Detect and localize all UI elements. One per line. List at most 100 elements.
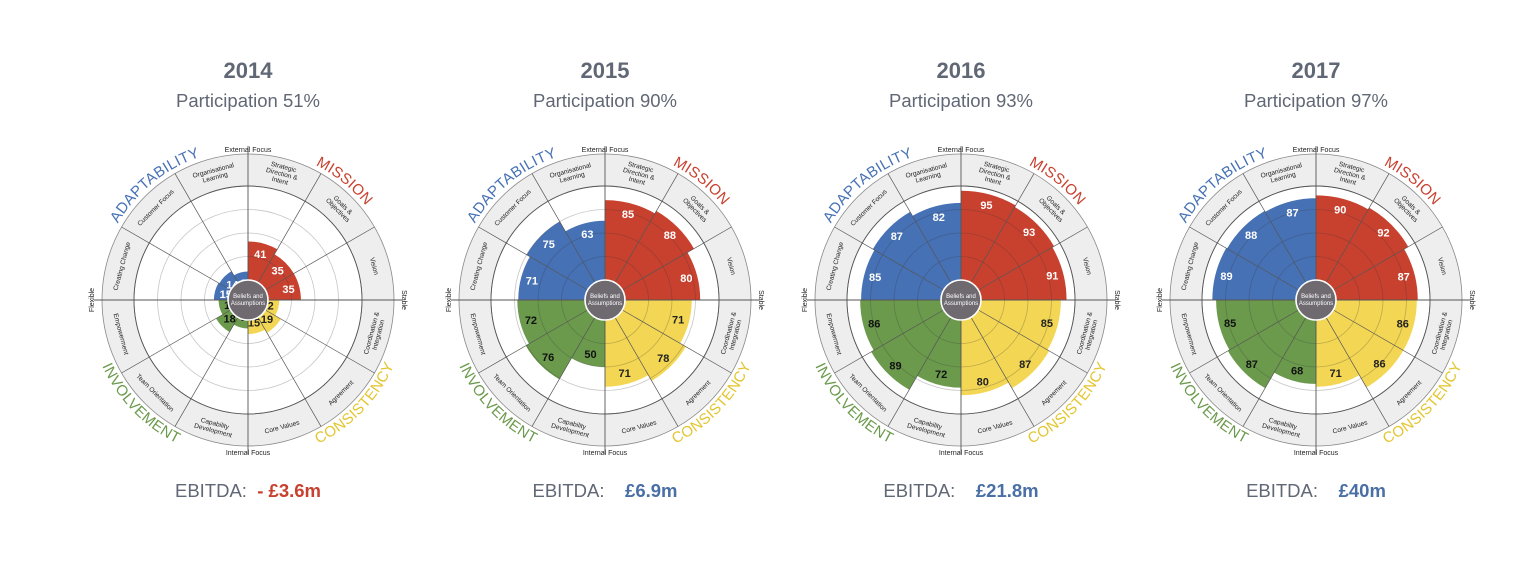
bar-empowerment [860,300,944,351]
bar-customer-focus [526,221,595,290]
segment-label-line: Vision [1081,257,1092,276]
year-title: 2015 [580,58,630,83]
core-label-line: Beliefs and [590,294,620,300]
participation-label: Participation 93% [889,90,1033,111]
bar-creating-change [213,282,231,300]
segment-label-line: Intent [984,176,1002,187]
segment-divider [978,309,1088,374]
data-label: 92 [1377,227,1389,239]
ebitda-value: - £3.6m [257,480,321,501]
culture-wheel-2015: 85 88 80 71 78 71 50 76 72 71 75 63 Beliefs and Assum… [446,144,764,457]
data-label: 76 [542,352,554,364]
data-label: 86 [1373,359,1385,371]
axis-label-internal: Internal Focus [583,450,628,457]
bar-core-values [961,317,1009,396]
segment-label-line: Intent [628,176,646,187]
bar-organisational-learning [912,202,961,283]
data-label: 75 [543,239,555,251]
axis-label-stable: Stable [400,290,407,310]
data-label: 35 [282,284,294,296]
segment-divider [970,317,1035,427]
bar-agreement [1326,310,1404,388]
segment-divider [1189,309,1299,374]
segment-divider [1325,173,1390,283]
data-label: 72 [525,315,537,327]
segment-divider [121,226,231,291]
ebitda-label: EBITDA: [532,480,605,501]
data-label: 80 [977,376,989,388]
bar-capability-development [1274,317,1316,384]
axis-label-internal: Internal Focus [1294,450,1339,457]
axis-label-stable: Stable [757,290,764,310]
segment-divider [887,317,952,427]
bar-coordination-integration [622,300,692,344]
segment-divider [978,226,1088,291]
ebitda-row: EBITDA: £40m [1124,480,1508,502]
segment-divider [265,226,375,291]
axis-label-flexible: Flexible [89,288,96,312]
bar-vision [265,273,301,300]
segment-divider [1325,317,1390,427]
data-label: 78 [657,353,669,365]
segment-label-vision: Vision [725,257,736,276]
axis-label-external: External Focus [938,147,985,154]
segment-divider [257,173,322,283]
bar-goals-objectives [971,206,1055,290]
data-label: 68 [1291,365,1303,377]
axis-label-external: External Focus [582,147,629,154]
culture-wheel-2017: 90 92 87 86 86 71 68 87 85 89 88 87 Beliefs and Assum… [1157,144,1475,457]
segment-divider [622,226,732,291]
data-label: 71 [526,275,538,287]
segment-divider [834,226,944,291]
data-label: 88 [664,230,676,242]
axis-label-external: External Focus [1293,147,1340,154]
ebitda-row: EBITDA: - £3.6m [56,480,440,502]
ebitda-value: £40m [1338,480,1386,501]
core-circle [1295,279,1337,321]
data-label: 72 [935,369,947,381]
segment-divider [1333,309,1443,374]
bar-creating-change [1212,248,1299,300]
bar-empowerment [1216,300,1299,350]
core-label-line: Beliefs and [946,294,976,300]
bar-agreement [615,310,686,381]
bar-creating-change [518,256,588,300]
ebitda-label: EBITDA: [174,480,247,501]
segment-divider [478,226,588,291]
data-label: 90 [1334,205,1346,217]
bar-empowerment [517,300,588,344]
bar-vision [622,252,701,300]
segment-label-line: Intent [271,176,289,187]
year-title: 2016 [936,58,986,83]
segment-divider [531,317,596,427]
data-label: 35 [272,265,284,277]
segment-divider [174,317,239,427]
segment-divider [614,173,679,283]
data-label: 91 [1046,271,1058,283]
core-label: Beliefs and Assumptions [231,294,265,307]
ebitda-row: EBITDA: £21.8m [769,480,1153,502]
data-label: 88 [1245,230,1257,242]
data-label: 71 [672,315,684,327]
data-label: 41 [254,249,266,261]
bar-team-orientation [1227,310,1306,389]
segment-divider [174,173,239,283]
segment-divider [887,173,952,283]
axis-label-external: External Focus [225,147,272,154]
segment-label-line: Vision [1436,257,1447,276]
data-label: 19 [261,314,273,326]
bar-organisational-learning [565,220,605,283]
core-label-line: Beliefs and [1301,294,1331,300]
segment-label-vision: Vision [368,257,379,276]
bar-goals-objectives [258,254,294,290]
panel-2016: 2016 Participation 93% 95 93 91 85 87 80 72 89 8… [769,0,1153,576]
bar-strategic-direction-intent [248,241,278,283]
bar-vision [978,247,1067,300]
data-label: 87 [891,231,903,243]
axis-label-flexible: Flexible [446,288,453,312]
data-label: 95 [980,200,992,212]
segment-divider [1333,226,1443,291]
segment-label-line: Intent [1339,176,1357,187]
core-circle [227,279,269,321]
bar-core-values [1316,317,1360,387]
